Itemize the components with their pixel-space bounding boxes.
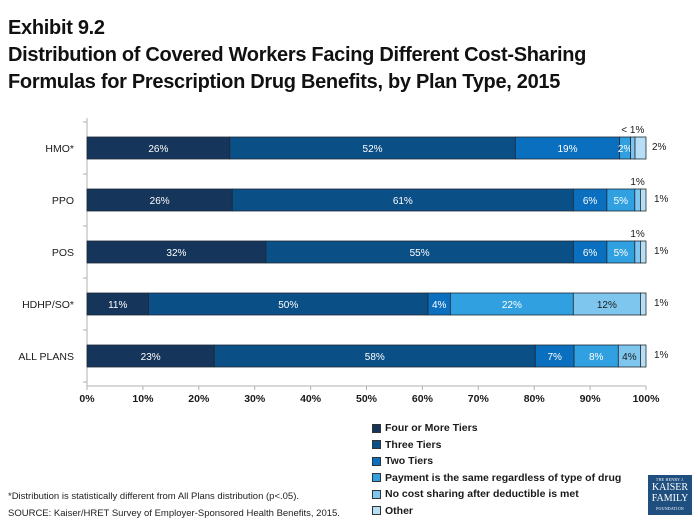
bar-segment bbox=[640, 240, 647, 264]
legend-item: Payment is the same regardless of type o… bbox=[372, 470, 621, 487]
legend-swatch bbox=[372, 506, 381, 516]
logo-line1: THE HENRY J. bbox=[655, 477, 685, 482]
x-tick-label: 0% bbox=[79, 393, 95, 405]
category-label: POS bbox=[52, 247, 74, 259]
x-tick-label: 90% bbox=[580, 393, 602, 405]
data-label: 23% bbox=[141, 352, 161, 363]
data-label: 1% bbox=[654, 246, 669, 257]
data-label: 26% bbox=[148, 144, 168, 155]
legend-item: No cost sharing after deductible is met bbox=[372, 486, 621, 503]
data-label: 6% bbox=[583, 248, 598, 259]
x-tick-label: 100% bbox=[633, 393, 661, 405]
data-label: 7% bbox=[547, 352, 562, 363]
data-label: 1% bbox=[654, 298, 669, 309]
x-tick-label: 70% bbox=[468, 393, 490, 405]
data-label: 2% bbox=[652, 142, 667, 153]
data-label: 1% bbox=[630, 177, 645, 188]
logo-line3: FAMILY bbox=[651, 493, 689, 504]
chart-legend: Four or More Tiers Three Tiers Two Tiers Pa… bbox=[372, 420, 621, 519]
logo-line2: KAISER bbox=[651, 482, 689, 493]
data-label: 2% bbox=[618, 144, 633, 155]
data-label: 4% bbox=[622, 352, 637, 363]
stacked-bar-chart: 0% 10% 20% 30% 40% 50% 60% 70% 80% 90% 100% HMO* 26%… bbox=[18, 118, 669, 405]
x-tick-label: 80% bbox=[524, 393, 546, 405]
legend-swatch bbox=[372, 423, 381, 433]
x-tick-label: 40% bbox=[300, 393, 322, 405]
chart-title-line2: Formulas for Prescription Drug Benefits,… bbox=[8, 71, 561, 93]
data-label: 6% bbox=[583, 196, 598, 207]
data-label: 52% bbox=[363, 144, 383, 155]
data-label: 32% bbox=[166, 248, 186, 259]
legend-item: Three Tiers bbox=[372, 437, 621, 454]
legend-swatch bbox=[372, 456, 381, 466]
data-label: 1% bbox=[630, 229, 645, 240]
bar-segment bbox=[640, 344, 647, 368]
data-label: 8% bbox=[589, 352, 604, 363]
data-label: 58% bbox=[365, 352, 385, 363]
legend-swatch bbox=[372, 473, 381, 483]
legend-swatch bbox=[372, 489, 381, 499]
data-label: < 1% bbox=[621, 125, 644, 136]
legend-swatch bbox=[372, 440, 381, 450]
kff-logo: THE HENRY J. KAISER FAMILY FOUNDATION bbox=[648, 475, 692, 515]
exhibit-number: Exhibit 9.2 bbox=[8, 17, 105, 39]
legend-label: Three Tiers bbox=[385, 438, 442, 451]
x-tick-label: 20% bbox=[188, 393, 210, 405]
data-label: 61% bbox=[393, 196, 413, 207]
data-label: 1% bbox=[654, 194, 669, 205]
x-tick-label: 10% bbox=[132, 393, 154, 405]
legend-item: Two Tiers bbox=[372, 453, 621, 470]
data-label: 55% bbox=[410, 248, 430, 259]
chart-title-line1: Distribution of Covered Workers Facing D… bbox=[8, 44, 587, 66]
source-note: SOURCE: Kaiser/HRET Survey of Employer-S… bbox=[8, 508, 340, 519]
x-tick-label: 30% bbox=[244, 393, 266, 405]
category-label: PPO bbox=[52, 195, 74, 207]
x-tick-label: 60% bbox=[412, 393, 434, 405]
data-label: 26% bbox=[150, 196, 170, 207]
data-label: 5% bbox=[614, 248, 629, 259]
bar-segment bbox=[634, 188, 641, 212]
bar-segment bbox=[630, 136, 636, 160]
data-label: 4% bbox=[432, 300, 447, 311]
category-label: HDHP/SO* bbox=[22, 299, 74, 311]
data-label: 1% bbox=[654, 350, 669, 361]
legend-label: Four or More Tiers bbox=[385, 422, 478, 435]
bar-segment bbox=[634, 240, 641, 264]
category-label: HMO* bbox=[45, 143, 74, 155]
legend-item: Four or More Tiers bbox=[372, 420, 621, 437]
legend-label: No cost sharing after deductible is met bbox=[385, 488, 579, 501]
data-label: 5% bbox=[614, 196, 629, 207]
legend-item: Other bbox=[372, 503, 621, 520]
legend-label: Payment is the same regardless of type o… bbox=[385, 471, 622, 484]
data-label: 50% bbox=[278, 300, 298, 311]
significance-footnote: *Distribution is statistically different… bbox=[8, 491, 300, 502]
category-label: ALL PLANS bbox=[18, 351, 74, 363]
data-label: 12% bbox=[597, 300, 617, 311]
logo-line4: FOUNDATION bbox=[656, 506, 684, 511]
data-label: 22% bbox=[502, 300, 522, 311]
bar-segment bbox=[640, 292, 647, 316]
bar-segment bbox=[640, 188, 647, 212]
data-label: 19% bbox=[557, 144, 577, 155]
data-label: 11% bbox=[108, 300, 127, 311]
legend-label: Other bbox=[385, 504, 414, 517]
legend-label: Two Tiers bbox=[385, 455, 434, 468]
x-tick-label: 50% bbox=[356, 393, 378, 405]
bar-segment bbox=[634, 136, 647, 160]
